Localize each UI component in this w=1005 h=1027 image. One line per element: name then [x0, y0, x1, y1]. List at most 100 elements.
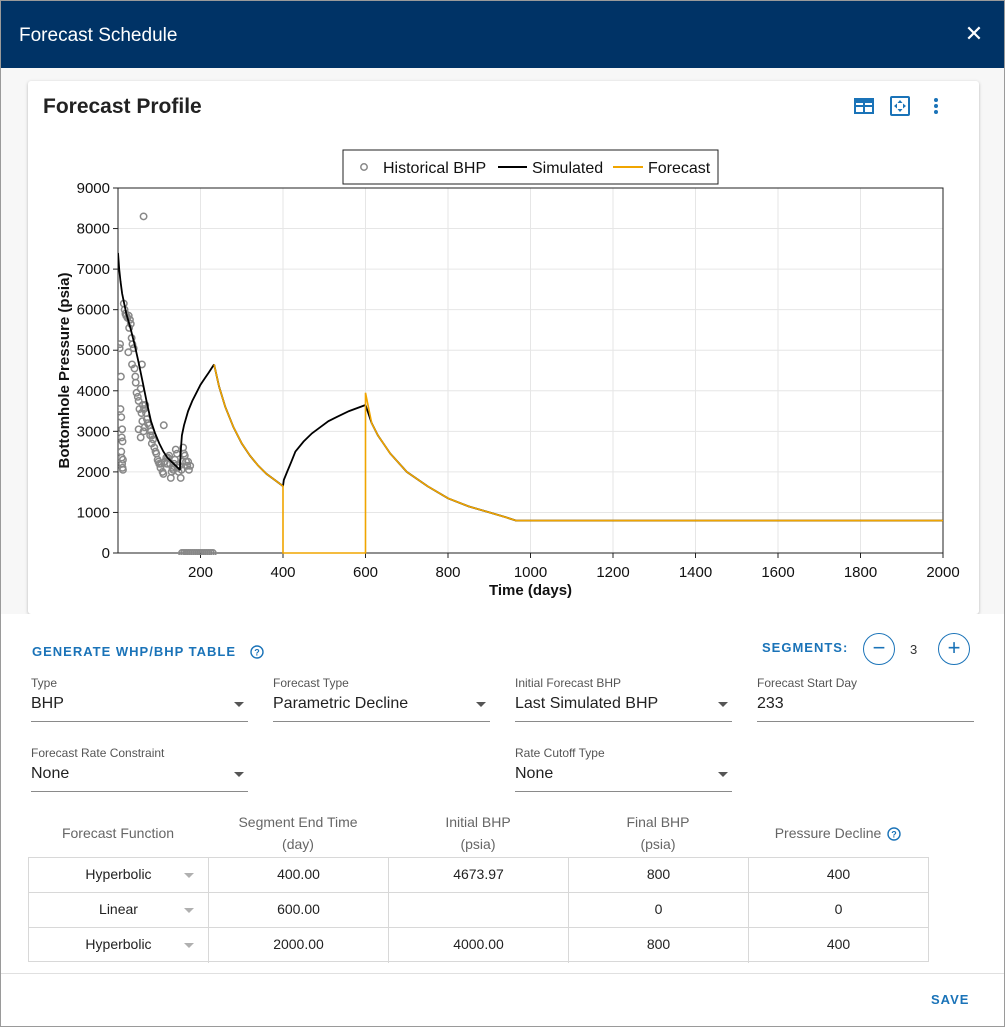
table-cell[interactable]: 0 [569, 893, 749, 928]
table-cell[interactable]: 4673.97 [389, 858, 569, 893]
segments-label: SEGMENTS: [762, 640, 849, 655]
chart-svg: 200 400 600 800 1000 1200 1400 1600 1800 2000 0 100… [56, 149, 960, 599]
historical-bhp-point [118, 413, 126, 422]
table-cell[interactable]: 800 [569, 858, 749, 893]
historical-bhp-point [129, 344, 138, 353]
historical-bhp-point [118, 433, 126, 442]
x-tick-label: 1000 [514, 564, 547, 581]
close-icon[interactable]: ✕ [964, 21, 984, 46]
dialog-title: Forecast Schedule [19, 25, 178, 46]
historical-bhp-point [118, 340, 125, 349]
svg-text:?: ? [891, 830, 897, 840]
table-cell[interactable]: 400 [749, 858, 928, 893]
table-cell[interactable]: 400 [826, 936, 851, 952]
header-segment-end-time: Segment End Time (day) [208, 811, 388, 855]
rate-cutoff-type-select[interactable]: Rate Cutoff Type None [515, 746, 732, 792]
x-tick-label: 2000 [926, 564, 959, 581]
table-cell-function[interactable]: Hyperbolic [29, 858, 209, 893]
historical-bhp-point [119, 465, 127, 474]
historical-bhp-point [141, 401, 150, 409]
cutoff-type-value: None [515, 765, 554, 782]
forecast-start-day-input[interactable]: Forecast Start Day 233 [757, 676, 974, 722]
simulated-line [179, 363, 215, 470]
table-cell[interactable]: 800 [569, 928, 749, 963]
dropdown-icon [184, 908, 194, 913]
table-cell[interactable] [389, 893, 569, 928]
table-icon[interactable] [854, 96, 874, 116]
decrement-segments-button[interactable]: − [863, 633, 895, 665]
cutoff-type-label: Rate Cutoff Type [515, 746, 605, 760]
form-area [1, 614, 1004, 974]
table-cell-function[interactable]: Hyperbolic [29, 928, 209, 963]
rate-constraint-label: Forecast Rate Constraint [31, 746, 165, 760]
x-tick-label: 1800 [844, 564, 877, 581]
type-select[interactable]: Type BHP [31, 676, 248, 722]
y-tick-label: 9000 [77, 180, 110, 197]
historical-bhp-point [156, 463, 165, 472]
legend-label-simulated: Simulated [532, 160, 603, 177]
table-cell[interactable]: 600.00 [209, 893, 389, 928]
dialog-header: Forecast Schedule ✕ [1, 1, 1004, 68]
historical-bhp-point [208, 549, 217, 555]
simulated-line [118, 252, 181, 471]
historical-bhp-point [149, 435, 158, 444]
initial-bhp-label: Initial Forecast BHP [515, 676, 622, 690]
segments-table: Hyperbolic 400.00 4673.97 800 400 Linear… [28, 857, 929, 963]
header-initial-bhp: Initial BHP (psia) [388, 811, 568, 855]
y-tick-label: 6000 [77, 302, 110, 319]
chevron-down-icon [476, 702, 486, 707]
dropdown-icon [184, 943, 194, 948]
y-tick-label: 7000 [77, 261, 110, 278]
legend-box [342, 149, 719, 185]
cell-text: Linear [99, 901, 138, 917]
table-cell[interactable]: 0 [749, 893, 928, 928]
forecast-type-value: Parametric Decline [273, 695, 409, 712]
x-tick-label: 800 [435, 564, 460, 581]
generate-whp-bhp-table-link[interactable]: GENERATE WHP/BHP TABLE [32, 644, 237, 659]
forecast-line [213, 364, 943, 554]
start-day-value: 233 [757, 695, 784, 712]
y-tick-label: 4000 [77, 383, 110, 400]
header-segment-end-time-text: Segment End Time [238, 814, 358, 830]
header-forecast-function: Forecast Function [28, 822, 208, 844]
x-tick-label: 400 [270, 564, 295, 581]
x-tick-label: 1400 [679, 564, 712, 581]
forecast-type-label: Forecast Type [273, 676, 349, 690]
historical-bhp-point [124, 348, 133, 357]
more-vert-icon[interactable] [926, 96, 946, 116]
historical-bhp-point [118, 437, 127, 446]
cell-text: Hyperbolic [85, 866, 152, 882]
historical-bhp-point [185, 465, 193, 474]
initial-forecast-bhp-select[interactable]: Initial Forecast BHP Last Simulated BHP [515, 676, 732, 722]
forecast-chart: 200 400 600 800 1000 1200 1400 1600 1800 2000 0 100… [41, 141, 971, 606]
fit-icon[interactable] [890, 96, 910, 116]
table-cell[interactable]: 400.00 [209, 858, 389, 893]
historical-bhp-point [118, 405, 125, 413]
table-cell[interactable]: 4000.00 [389, 928, 569, 963]
historical-bhp-point [186, 461, 195, 470]
historical-bhp-point [128, 340, 137, 349]
header-segment-end-time-unit: (day) [282, 836, 314, 852]
increment-segments-button[interactable]: + [938, 633, 970, 665]
help-icon[interactable]: ? [250, 645, 264, 659]
footer-divider [1, 973, 1004, 974]
header-initial-bhp-unit: (psia) [460, 836, 496, 852]
series-group [118, 212, 943, 555]
table-cell[interactable]: 2000.00 [209, 928, 389, 963]
y-tick-label: 1000 [77, 504, 110, 521]
pressure-decline-help-icon[interactable]: ? [887, 827, 901, 841]
x-tick-label: 600 [353, 564, 378, 581]
chevron-down-icon [234, 772, 244, 777]
y-tick-label: 8000 [77, 221, 110, 238]
forecast-rate-constraint-select[interactable]: Forecast Rate Constraint None [31, 746, 248, 792]
table-cell-function[interactable]: Linear [29, 893, 209, 928]
x-tick-label: 1600 [761, 564, 794, 581]
simulated-line [282, 404, 366, 487]
header-forecast-function-text: Forecast Function [61, 825, 175, 841]
save-button[interactable]: SAVE [931, 992, 970, 1007]
chevron-down-icon [234, 702, 244, 707]
forecast-type-select[interactable]: Forecast Type Parametric Decline [273, 676, 490, 722]
historical-bhp-point [177, 465, 186, 474]
x-tick-label: 200 [188, 564, 213, 581]
header-final-bhp-text: Final BHP [626, 814, 690, 830]
